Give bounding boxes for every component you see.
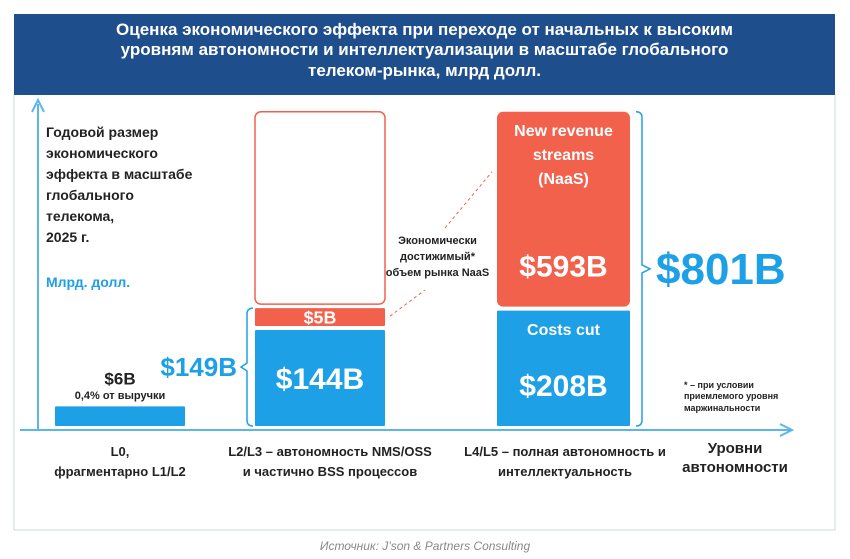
- title-banner: [14, 14, 835, 95]
- y-axis-label: Годовой размер экономического эффекта в …: [46, 124, 193, 245]
- value-label: $5B: [304, 307, 337, 327]
- total-bracket: [239, 307, 254, 427]
- total-bracket: [635, 111, 652, 427]
- bar-segment: [497, 111, 630, 307]
- potential-outline: [254, 111, 386, 305]
- annotation: 0,4% от выручки: [74, 390, 166, 403]
- total-label: $801B: [656, 245, 786, 294]
- value-label: $593B: [519, 251, 607, 284]
- annotation: Экономически достижимый* объем рынка Naa…: [385, 235, 490, 279]
- chart-title: Оценка экономического эффекта при перехо…: [116, 20, 733, 80]
- value-label: $6B: [104, 369, 135, 388]
- total-label: $149B: [160, 352, 237, 382]
- value-label: $208B: [519, 370, 607, 403]
- x-tick-label: L4/L5 – полная автономность и интеллекту…: [464, 444, 666, 480]
- source: Источник: J’son & Partners Consulting: [319, 539, 531, 553]
- series-name: Costs cut: [527, 321, 600, 339]
- series-name: New revenue streams (NaaS): [514, 122, 613, 188]
- footnote: * – при условии приемлемого уровня маржи…: [684, 380, 779, 413]
- value-label: $144B: [276, 363, 364, 396]
- panel: [13, 93, 836, 531]
- x-axis-label: Уровни автономности: [682, 440, 788, 476]
- y-axis-arrow: [31, 97, 45, 113]
- x-tick-label: L2/L3 – автономность NMS/OSS и частично …: [228, 444, 432, 480]
- bar-segment: [255, 330, 385, 426]
- x-tick-label: L0, фрагментарно L1/L2: [54, 444, 186, 480]
- annotation-arrow: [444, 171, 493, 229]
- bar-segment: [255, 308, 385, 326]
- y-axis-unit: Млрд. долл.: [46, 274, 131, 290]
- bar-segment: [497, 310, 630, 426]
- x-axis-arrow: [779, 423, 795, 437]
- bar-segment: [55, 406, 185, 426]
- annotation-arrow: [389, 289, 426, 317]
